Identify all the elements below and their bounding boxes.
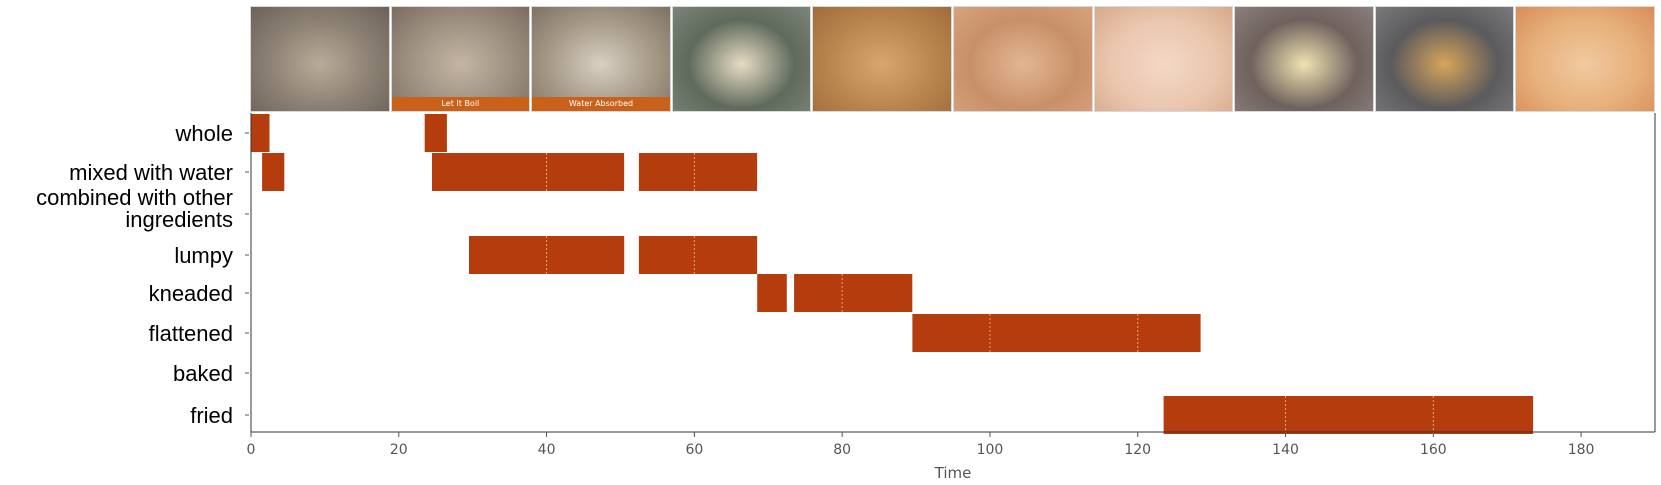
video-frame <box>952 6 1093 112</box>
video-frame <box>1234 6 1374 112</box>
bar-segment <box>794 274 913 312</box>
axes: 0 20 40 60 80 100 120 140 160 180 <box>245 113 1656 458</box>
x-tick-label: 100 <box>977 442 1004 458</box>
bar-segment <box>1163 396 1534 434</box>
row-label: baked <box>173 361 233 386</box>
row-label: combined with other ingredients <box>36 185 233 232</box>
video-frame: Let It Boil <box>390 6 531 112</box>
video-frame-caption: Water Absorbed <box>532 97 670 111</box>
row-label: mixed with water <box>69 160 233 185</box>
video-frame <box>250 6 390 112</box>
bar-segment <box>424 114 447 152</box>
bar-segment <box>469 236 625 274</box>
video-frame <box>671 6 812 112</box>
row-label: whole <box>175 121 233 146</box>
x-tick-label: 0 <box>247 442 256 458</box>
bar-segment <box>262 153 285 191</box>
row-label: lumpy <box>174 243 233 268</box>
x-tick-label: 40 <box>538 442 556 458</box>
bar-segment <box>912 314 1201 352</box>
video-frame: Water Absorbed <box>531 6 671 112</box>
x-axis-title: Time <box>934 464 972 482</box>
video-frame <box>1515 6 1655 112</box>
row-label: fried <box>190 403 233 428</box>
row-label: kneaded <box>149 281 233 306</box>
video-frame <box>1374 6 1515 112</box>
video-frame <box>812 6 952 112</box>
x-tick-label: 180 <box>1568 442 1595 458</box>
x-tick-label: 140 <box>1272 442 1299 458</box>
x-tick-label: 160 <box>1420 442 1447 458</box>
video-frame <box>1093 6 1234 112</box>
x-tick-label: 60 <box>685 442 703 458</box>
x-tick-label: 120 <box>1124 442 1151 458</box>
bar-segment <box>251 114 270 152</box>
x-tick-label: 80 <box>833 442 851 458</box>
video-frame-caption: Let It Boil <box>391 97 530 111</box>
bar-segment <box>432 153 625 191</box>
bar-segment <box>757 274 787 312</box>
bars <box>251 114 1534 434</box>
x-tick-label: 20 <box>390 442 408 458</box>
bar-segment <box>638 236 758 274</box>
video-frame-strip: Let It Boil Water Absorbed <box>250 6 1655 112</box>
bar-segment <box>638 153 758 191</box>
row-label: flattened <box>149 321 233 346</box>
